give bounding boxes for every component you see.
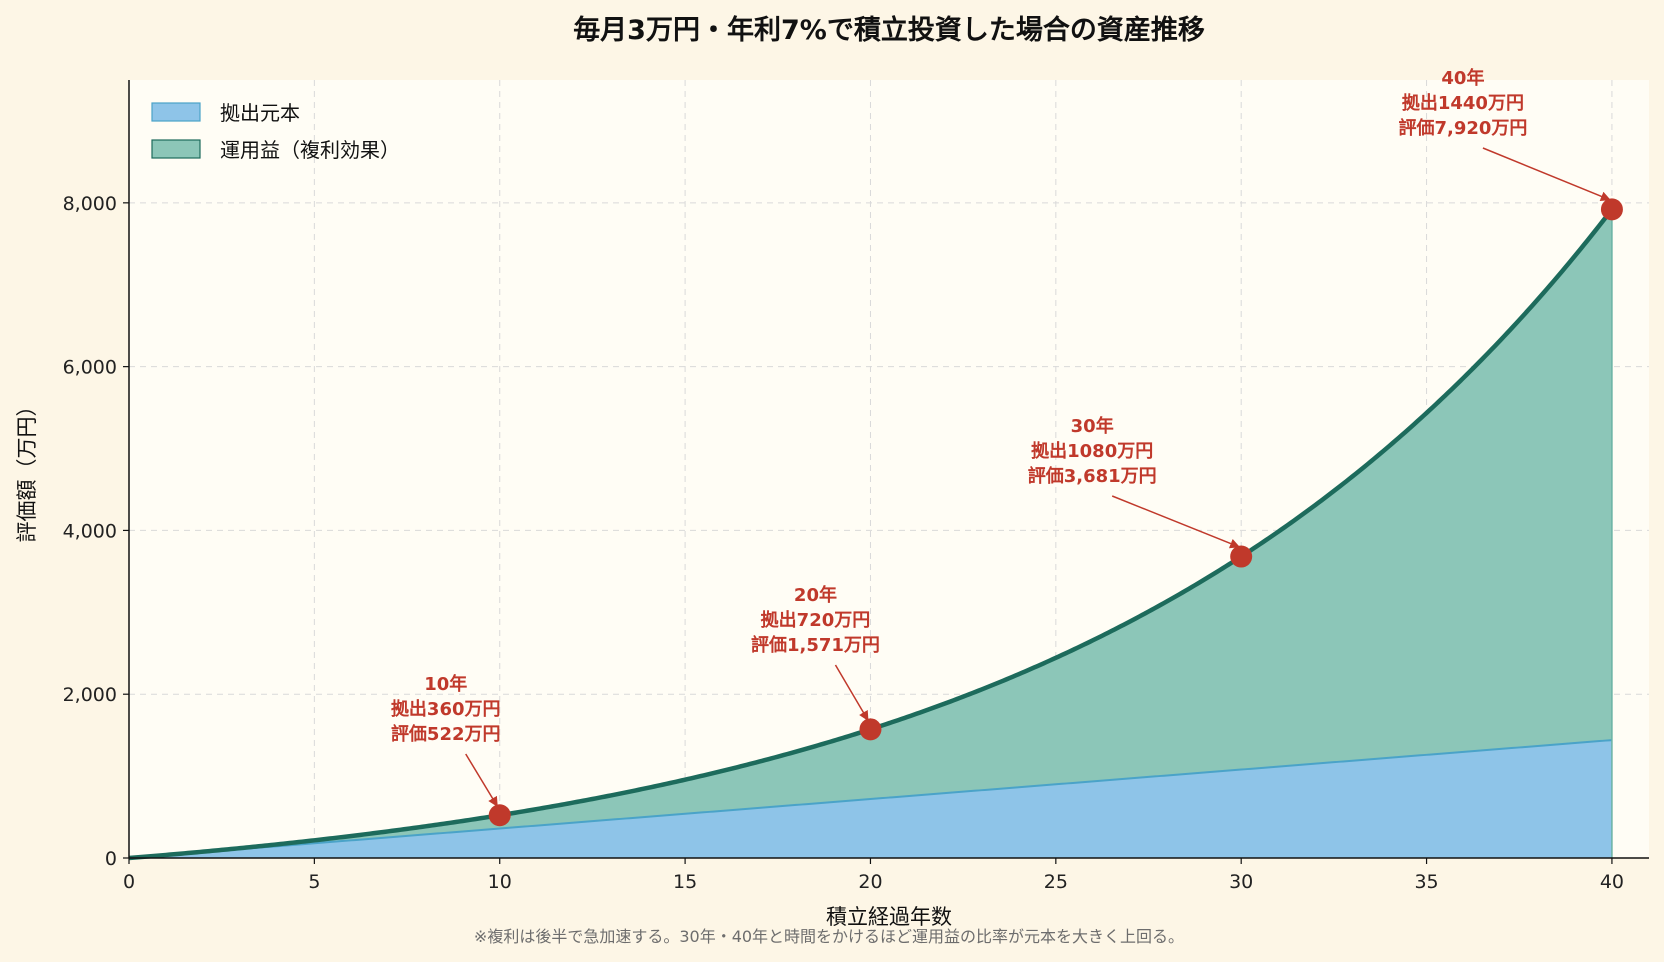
x-tick-label: 20 bbox=[858, 871, 882, 893]
annotation-label: 30年 bbox=[1071, 415, 1114, 437]
principal-line bbox=[128, 739, 1613, 859]
annotation-arrow bbox=[465, 753, 498, 807]
legend-swatch bbox=[151, 102, 201, 122]
legend-label: 拠出元本 bbox=[220, 101, 300, 125]
x-tick-label: 15 bbox=[673, 871, 697, 893]
y-tick-label: 4,000 bbox=[63, 520, 117, 542]
legend-swatch bbox=[151, 139, 201, 159]
chart-title: 毎月3万円・年利7%で積立投資した場合の資産推移 bbox=[573, 14, 1205, 46]
gain-area bbox=[129, 209, 1612, 859]
x-tick-label: 0 bbox=[123, 871, 135, 893]
x-tick-label: 35 bbox=[1414, 871, 1438, 893]
x-tick-label: 30 bbox=[1229, 871, 1253, 893]
annotation-label: 拠出1080万円 bbox=[1031, 440, 1153, 462]
data-point-marker bbox=[1600, 198, 1623, 221]
annotation-label: 40年 bbox=[1441, 67, 1484, 89]
x-tick-label: 25 bbox=[1044, 871, 1068, 893]
annotation-label: 10年 bbox=[424, 673, 467, 695]
annotation-label: 評価3,681万円 bbox=[1028, 465, 1157, 487]
annotation-label: 評価7,920万円 bbox=[1398, 117, 1527, 139]
annotations: 10年拠出360万円評価522万円20年拠出720万円評価1,571万円30年拠… bbox=[391, 67, 1623, 827]
annotation-label: 拠出720万円 bbox=[761, 609, 871, 631]
ticks: 0 5 10 15 20 25 30 35 40 0 2,000 4,000 6,000 8,000 bbox=[63, 193, 1624, 893]
x-axis-label: 積立経過年数 bbox=[826, 905, 952, 929]
y-tick-label: 6,000 bbox=[63, 357, 117, 379]
y-tick-label: 0 bbox=[105, 848, 117, 870]
y-axis-label: 評価額（万円） bbox=[15, 396, 39, 543]
x-tick-label: 5 bbox=[308, 871, 320, 893]
legend-label: 運用益（複利効果） bbox=[220, 138, 400, 162]
data-point-marker bbox=[488, 804, 511, 827]
annotation-label: 拠出360万円 bbox=[391, 698, 501, 720]
data-point-marker bbox=[1230, 545, 1253, 568]
y-tick-label: 2,000 bbox=[63, 684, 117, 706]
annotation-arrow bbox=[1111, 495, 1241, 549]
annotation-arrow bbox=[1482, 147, 1611, 202]
annotation-label: 評価522万円 bbox=[391, 723, 501, 745]
footnote: ※複利は後半で急加速する。30年・40年と時間をかけるほど運用益の比率が元本を大… bbox=[474, 927, 1184, 946]
annotation-arrow bbox=[834, 664, 869, 722]
axes bbox=[128, 80, 1649, 859]
annotation-label: 評価1,571万円 bbox=[751, 634, 880, 656]
annotation-label: 拠出1440万円 bbox=[1402, 92, 1524, 114]
data-point-marker bbox=[859, 718, 882, 741]
x-tick-label: 10 bbox=[488, 871, 512, 893]
annotation-label: 20年 bbox=[794, 584, 837, 606]
x-tick-label: 40 bbox=[1600, 871, 1624, 893]
y-tick-label: 8,000 bbox=[63, 193, 117, 215]
